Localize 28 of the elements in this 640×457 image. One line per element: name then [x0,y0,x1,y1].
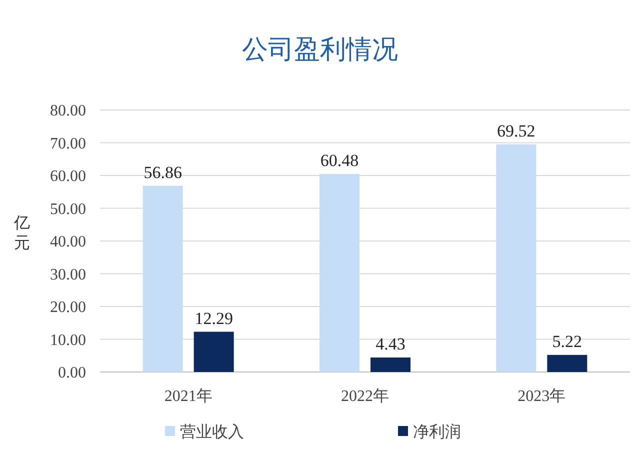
y-tick-label: 0.00 [58,364,86,382]
data-label: 56.86 [144,162,182,182]
y-tick-label: 50.00 [50,200,86,218]
y-tick-label: 10.00 [50,332,86,349]
y-tick-label: 30.00 [50,266,86,284]
data-label: 60.48 [320,150,359,170]
y-axis-title: 亿元 [13,213,30,252]
data-label: 4.43 [376,334,406,354]
chart-title: 公司盈利情况 [242,35,398,65]
data-label: 69.52 [497,121,536,140]
data-label: 5.22 [552,332,582,351]
bar [320,174,360,372]
bar [547,354,588,372]
x-tick-label: 2021年 [164,388,212,405]
x-tick-label: 2023年 [518,388,566,405]
y-tick-label: 60.00 [50,168,86,186]
data-label: 12.29 [194,308,233,328]
bar [370,357,410,372]
x-tick-label: 2022年 [341,388,389,405]
y-tick-label: 80.00 [50,102,86,120]
bar [142,186,183,372]
bar [496,144,536,372]
y-tick-label: 20.00 [50,299,86,316]
legend-label: 净利润 [413,422,461,441]
bar [194,332,234,372]
y-tick-label: 40.00 [50,234,86,251]
legend-label: 营业收入 [180,422,244,441]
y-tick-label: 70.00 [50,135,86,152]
